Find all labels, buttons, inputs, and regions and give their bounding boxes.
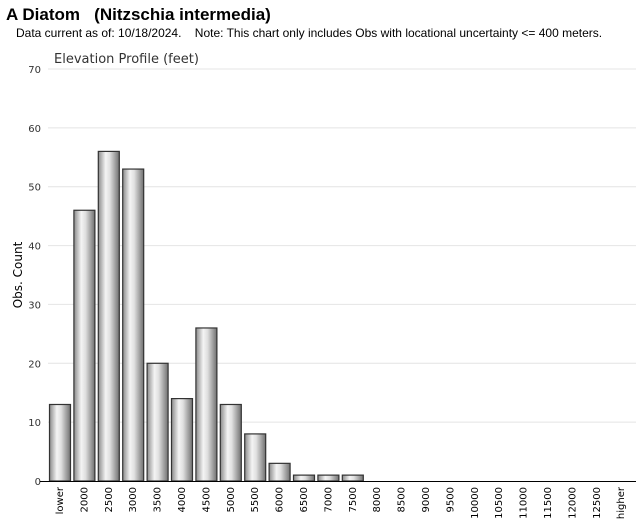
y-axis-label: Obs. Count: [11, 241, 25, 308]
x-tick-label: lower: [55, 486, 66, 514]
x-tick-label: 3500: [153, 487, 164, 512]
x-tick-label: 12500: [592, 487, 603, 519]
plot-title: Elevation Profile (feet): [54, 52, 199, 67]
x-tick-label: 4000: [177, 487, 188, 512]
bar-7500: [341, 474, 364, 482]
x-tick-label: 7000: [323, 487, 334, 512]
x-tick-label: higher: [616, 486, 627, 519]
bar-7000: [317, 474, 340, 482]
bar-4500: [195, 327, 218, 482]
x-tick-label: 11000: [519, 487, 530, 519]
bar-5500: [244, 433, 267, 482]
y-tick-label: 50: [28, 183, 41, 194]
x-tick-label: 8500: [397, 487, 408, 512]
y-tick-label: 0: [35, 477, 41, 488]
y-tick-label: 40: [28, 242, 41, 253]
bar-5000: [219, 403, 242, 482]
y-tick-label: 20: [28, 359, 41, 370]
bar-3500: [146, 362, 169, 482]
x-tick-label: 3000: [128, 487, 139, 512]
bar-2500: [97, 150, 120, 482]
x-axis-ticks: lower 2000 2500 3000 3500 4000 4500 5000 5500 600…: [55, 486, 627, 519]
x-tick-label: 11500: [543, 487, 554, 519]
x-tick-label: 5000: [226, 487, 237, 512]
bar-2000: [73, 209, 96, 482]
bar-4000: [170, 398, 194, 482]
bar-6500: [292, 474, 316, 482]
y-tick-label: 10: [28, 418, 41, 429]
y-axis-ticks: 0 10 20 30 40 50 60 70: [28, 65, 41, 488]
x-tick-label: 10500: [494, 487, 505, 519]
grid-lines: [48, 68, 636, 423]
x-tick-label: 6500: [299, 487, 310, 512]
chart-title: A Diatom (Nitzschia intermedia): [6, 5, 271, 24]
x-tick-label: 4500: [201, 487, 212, 512]
x-tick-label: 5500: [250, 487, 261, 512]
x-tick-label: 9000: [421, 487, 432, 512]
y-tick-label: 60: [28, 124, 41, 135]
bars: [48, 150, 364, 482]
x-tick-label: 12000: [567, 487, 578, 519]
y-tick-label: 70: [28, 65, 41, 76]
y-tick-label: 30: [28, 300, 41, 311]
x-tick-label: 9500: [445, 487, 456, 512]
x-tick-label: 7500: [348, 487, 359, 512]
x-tick-label: 6000: [275, 487, 286, 512]
data-note: Data current as of: 10/18/2024. Note: Th…: [16, 26, 603, 40]
bar-6000: [268, 462, 291, 482]
x-tick-label: 2000: [79, 487, 90, 512]
x-tick-label: 10000: [470, 487, 481, 519]
bar-lower: [48, 403, 72, 482]
x-tick-label: 8000: [372, 487, 383, 512]
x-tick-label: 2500: [104, 487, 115, 512]
bar-3000: [122, 168, 145, 482]
